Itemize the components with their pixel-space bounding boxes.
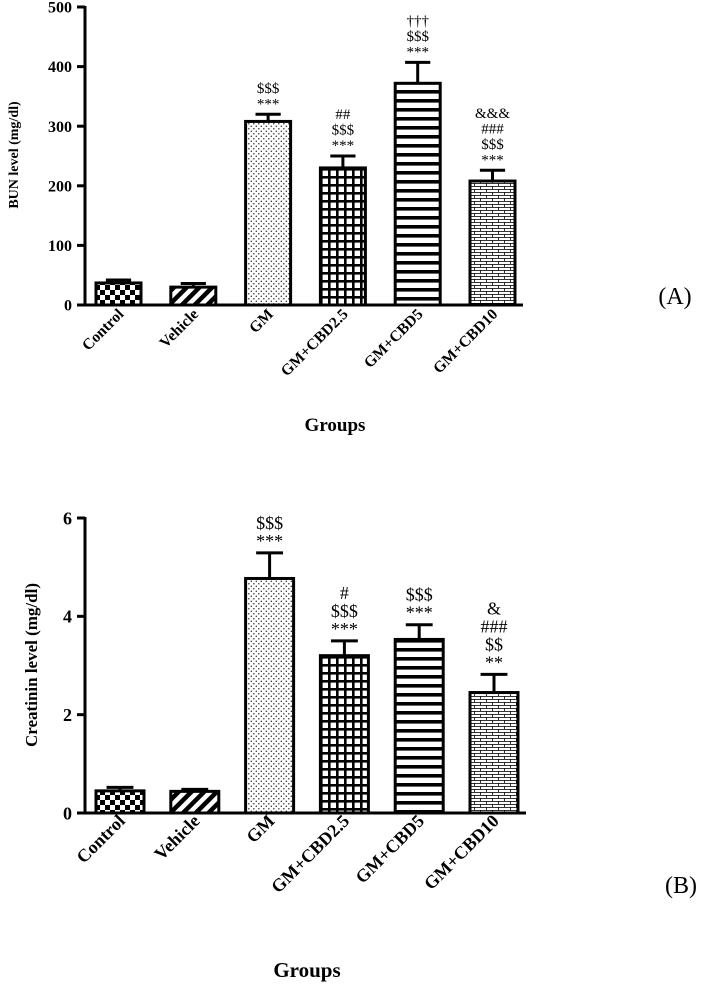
- y-tick-label: 400: [48, 59, 72, 76]
- significance-mark: $$: [485, 634, 503, 654]
- significance-mark: $$$: [257, 81, 280, 97]
- significance-mark: ##: [335, 107, 351, 123]
- y-axis-title: Creatinin level (mg/dl): [22, 583, 41, 747]
- bar-gm: [244, 119, 293, 307]
- x-category-label: Control: [79, 305, 128, 354]
- x-axis-title: Groups: [305, 415, 366, 436]
- y-tick-label: 6: [63, 508, 72, 528]
- significance-mark: #: [340, 583, 349, 603]
- x-category-label: GM: [242, 811, 278, 847]
- significance-mark: ***: [257, 96, 280, 112]
- y-tick-label: 2: [63, 705, 72, 725]
- y-tick-label: 200: [48, 178, 72, 195]
- x-category-label: GM+CBD10: [420, 811, 503, 894]
- significance-mark: ###: [481, 616, 508, 636]
- x-category-label: GM: [246, 306, 277, 337]
- significance-mark: $$$: [406, 29, 429, 45]
- bar-gm-cbd2-5: [318, 166, 367, 307]
- significance-mark: ***: [331, 619, 358, 639]
- y-tick-label: 500: [48, 0, 72, 17]
- y-tick-label: 0: [64, 298, 72, 315]
- significance-mark: ***: [332, 138, 355, 154]
- bar-gm-cbd2-5: [318, 654, 370, 815]
- significance-mark: ***: [256, 531, 283, 551]
- y-tick-label: 4: [63, 607, 72, 627]
- significance-mark: $$$: [331, 601, 358, 621]
- bar-control: [94, 789, 146, 815]
- x-category-label: GM+CBD2.5: [267, 811, 353, 897]
- significance-mark: †††: [406, 13, 429, 29]
- significance-mark: **: [485, 652, 503, 672]
- panel-label: (A): [658, 284, 691, 310]
- y-axis-title: BUN level (mg/dl): [7, 101, 22, 209]
- significance-mark: $$$: [406, 585, 433, 605]
- bar-vehicle: [169, 789, 221, 815]
- bar-gm-cbd10: [468, 179, 517, 307]
- significance-mark: $$$: [332, 123, 355, 139]
- significance-mark: ***: [481, 152, 504, 168]
- x-category-label: GM+CBD10: [430, 306, 501, 377]
- x-category-label: GM+CBD5: [351, 811, 428, 888]
- bar-vehicle: [169, 285, 218, 307]
- y-tick-label: 300: [48, 119, 72, 136]
- significance-mark: ###: [481, 121, 504, 137]
- y-tick-label: 0: [63, 803, 72, 823]
- significance-mark: ***: [406, 44, 429, 60]
- significance-mark: &: [487, 598, 501, 618]
- bar-gm-cbd10: [468, 691, 520, 815]
- significance-mark: ***: [406, 603, 433, 623]
- significance-mark: $$$: [256, 513, 283, 533]
- significance-mark: $$$: [481, 137, 504, 153]
- x-axis-title: Groups: [273, 958, 340, 982]
- x-category-label: Vehicle: [150, 811, 203, 864]
- x-category-label: GM+CBD5: [361, 306, 427, 372]
- significance-mark: &&&: [475, 106, 510, 122]
- panel-label: (B): [665, 873, 697, 899]
- x-category-label: Control: [72, 811, 128, 867]
- bar-gm-cbd5: [393, 637, 445, 815]
- bar-control: [94, 281, 143, 307]
- bar-gm: [244, 576, 296, 815]
- bar-gm-cbd5: [393, 81, 442, 307]
- x-category-label: GM+CBD2.5: [278, 306, 352, 380]
- x-category-label: Vehicle: [156, 306, 202, 352]
- y-tick-label: 100: [48, 238, 72, 255]
